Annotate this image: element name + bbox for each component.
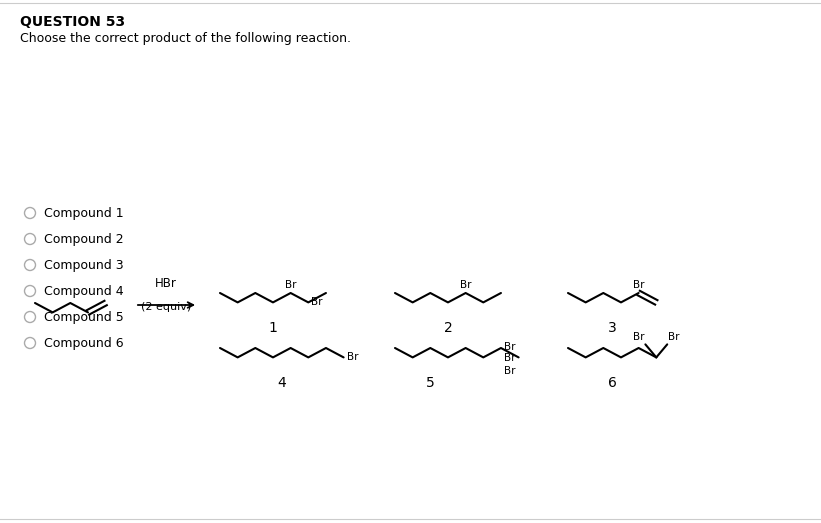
Text: HBr: HBr (155, 277, 177, 290)
Text: Br: Br (668, 333, 680, 343)
Text: Compound 2: Compound 2 (44, 233, 124, 245)
Text: Compound 1: Compound 1 (44, 207, 124, 220)
Text: 5: 5 (426, 376, 434, 390)
Text: Compound 3: Compound 3 (44, 258, 124, 271)
Text: Compound 4: Compound 4 (44, 285, 124, 298)
Text: 3: 3 (608, 321, 617, 335)
Text: Br: Br (460, 280, 471, 290)
Text: Choose the correct product of the following reaction.: Choose the correct product of the follow… (20, 32, 351, 45)
Text: (2 equiv): (2 equiv) (141, 302, 191, 312)
Text: Br: Br (346, 353, 358, 362)
Text: Br: Br (633, 333, 644, 343)
Text: 2: 2 (443, 321, 452, 335)
Text: Br: Br (285, 280, 296, 290)
Text: 4: 4 (277, 376, 287, 390)
Text: 1: 1 (268, 321, 277, 335)
Text: Br: Br (633, 280, 644, 290)
Text: Br: Br (504, 342, 516, 352)
Text: 6: 6 (608, 376, 617, 390)
Text: Compound 6: Compound 6 (44, 336, 124, 349)
Text: Br: Br (504, 353, 516, 363)
Text: Br: Br (504, 366, 516, 376)
Text: Br: Br (311, 298, 323, 308)
Text: QUESTION 53: QUESTION 53 (20, 15, 125, 29)
Text: Compound 5: Compound 5 (44, 311, 124, 324)
